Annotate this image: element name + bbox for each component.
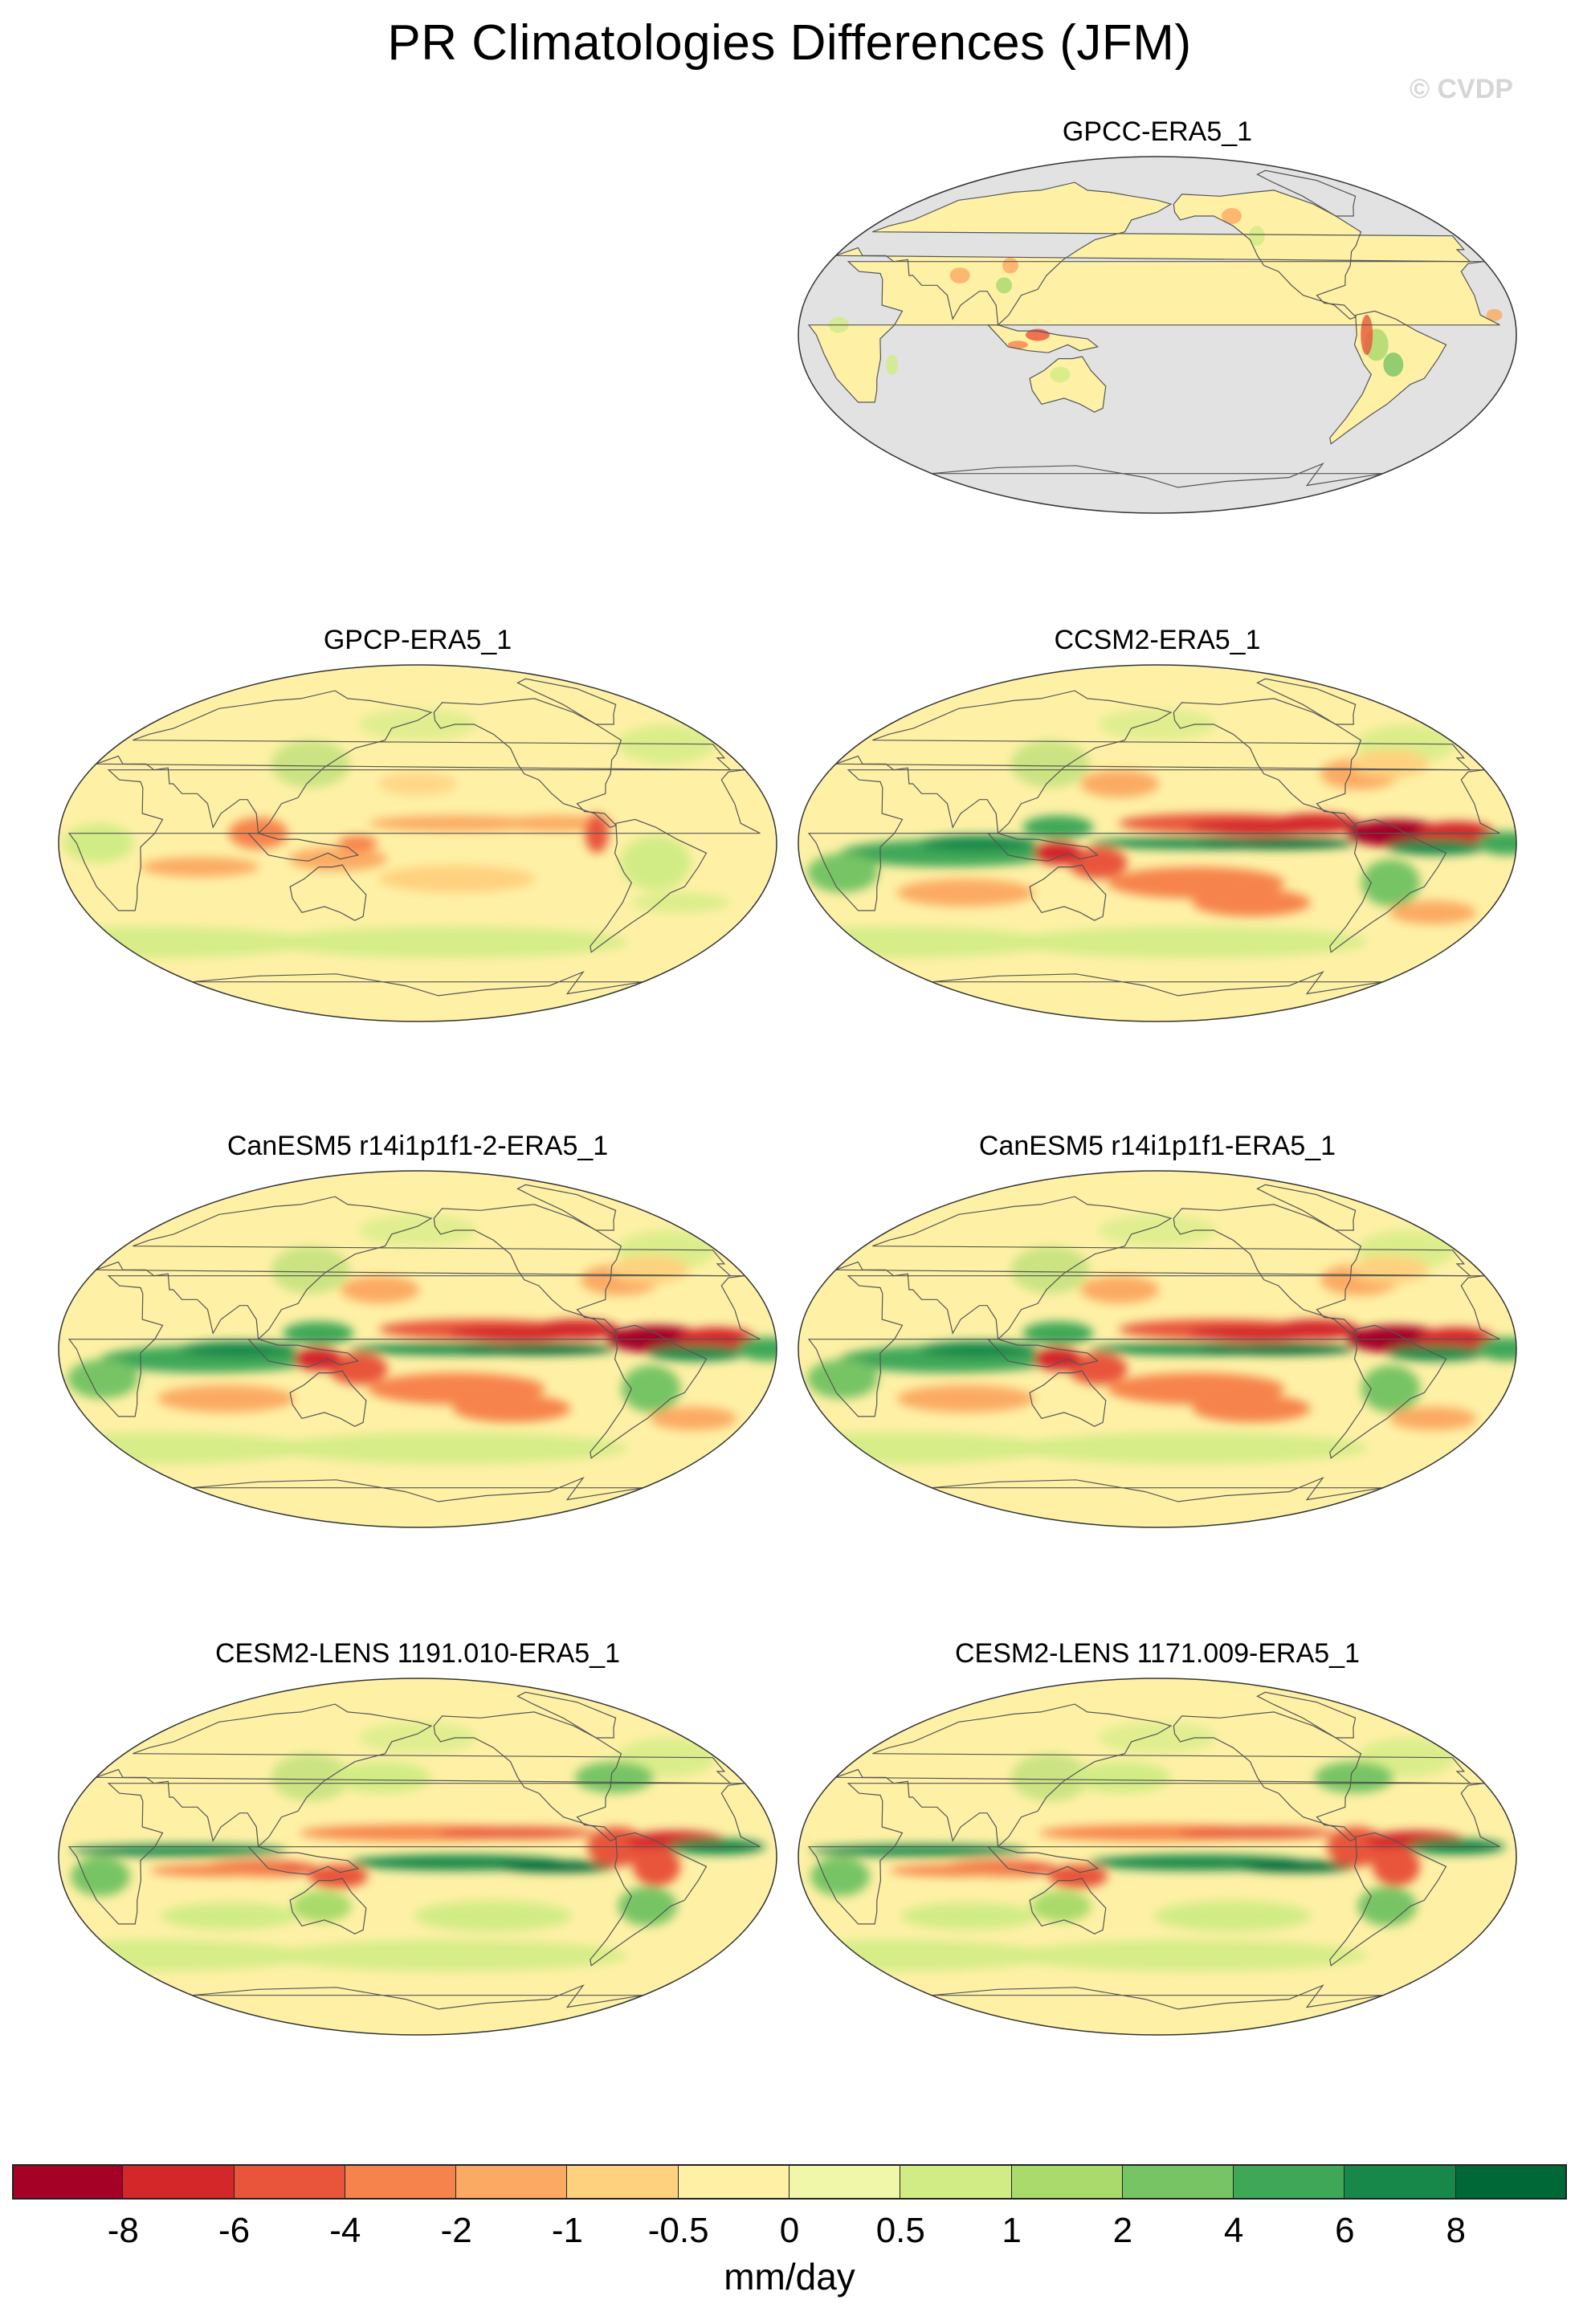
colorbar-units: mm/day bbox=[724, 2256, 855, 2297]
map-gpcp bbox=[56, 663, 779, 1024]
map-svg bbox=[58, 1170, 777, 1528]
panel-title-ccsm2: CCSM2-ERA5_1 bbox=[1054, 625, 1261, 655]
colorbar-box bbox=[567, 2164, 679, 2200]
colorbar-box bbox=[123, 2164, 235, 2200]
colorbar-box bbox=[234, 2164, 345, 2200]
colorbar bbox=[12, 2164, 1567, 2200]
map-canesm5 bbox=[796, 1168, 1519, 1530]
colorbar-tick-label: -1 bbox=[551, 2211, 583, 2250]
colorbar-box bbox=[1455, 2164, 1567, 2200]
colorbar-box bbox=[12, 2164, 124, 2200]
colorbar-tick-label: -6 bbox=[218, 2211, 251, 2250]
watermark: © CVDP bbox=[1410, 74, 1513, 104]
colorbar-box bbox=[1234, 2164, 1345, 2200]
colorbar-tick-label: 0.5 bbox=[875, 2211, 925, 2250]
colorbar-box bbox=[678, 2164, 790, 2200]
colorbar-tick-label: 1 bbox=[1002, 2211, 1022, 2250]
map-canesm5-2 bbox=[56, 1168, 779, 1530]
colorbar-box bbox=[790, 2164, 901, 2200]
colorbar-box bbox=[900, 2164, 1012, 2200]
map-svg bbox=[798, 664, 1517, 1022]
colorbar-tick-label: 0 bbox=[779, 2211, 800, 2250]
colorbar-box bbox=[1122, 2164, 1234, 2200]
colorbar-tick-label: 6 bbox=[1335, 2211, 1355, 2250]
panel-title-canesm5-2: CanESM5 r14i1p1f1-2-ERA5_1 bbox=[226, 1131, 609, 1161]
map-cesm2-1171 bbox=[796, 1676, 1519, 2037]
map-svg bbox=[798, 156, 1517, 514]
map-svg bbox=[798, 1678, 1517, 2036]
colorbar-tick-label: -2 bbox=[440, 2211, 472, 2250]
map-svg bbox=[58, 664, 777, 1022]
colorbar-tick-label: 4 bbox=[1223, 2211, 1244, 2250]
colorbar-tick-label: -4 bbox=[329, 2211, 361, 2250]
colorbar-tick-label: -0.5 bbox=[647, 2211, 709, 2250]
map-svg bbox=[58, 1678, 777, 2036]
colorbar-box bbox=[456, 2164, 568, 2200]
colorbar-box bbox=[1344, 2164, 1456, 2200]
colorbar-tick-label: 8 bbox=[1446, 2211, 1466, 2250]
panel-title-canesm5: CanESM5 r14i1p1f1-ERA5_1 bbox=[978, 1131, 1336, 1161]
panel-title-gpcp: GPCP-ERA5_1 bbox=[323, 625, 512, 655]
colorbar-box bbox=[345, 2164, 457, 2200]
map-cesm2-1191 bbox=[56, 1676, 779, 2037]
colorbar-box bbox=[1011, 2164, 1123, 2200]
page-title: PR Climatologies Differences (JFM) bbox=[387, 15, 1192, 71]
map-gpcc bbox=[796, 154, 1519, 516]
map-ccsm2 bbox=[796, 663, 1519, 1024]
colorbar-tick-label: -8 bbox=[107, 2211, 139, 2250]
colorbar-tick-label: 2 bbox=[1112, 2211, 1133, 2250]
panel-title-cesm2-1191: CESM2-LENS 1191.010-ERA5_1 bbox=[215, 1638, 620, 1669]
panel-title-gpcc: GPCC-ERA5_1 bbox=[1062, 116, 1253, 147]
map-svg bbox=[798, 1170, 1517, 1528]
panel-title-cesm2-1171: CESM2-LENS 1171.009-ERA5_1 bbox=[955, 1638, 1360, 1669]
